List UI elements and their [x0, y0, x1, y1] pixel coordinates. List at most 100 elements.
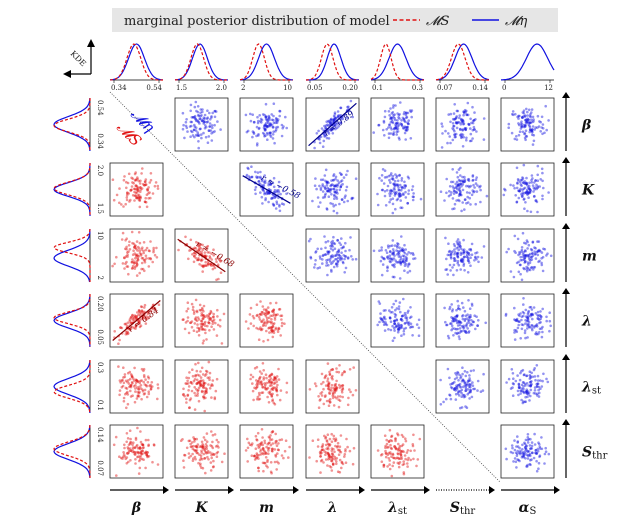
scatter-point: [209, 118, 212, 121]
scatter-point: [250, 175, 254, 179]
panel-frame: [435, 97, 490, 152]
scatter-point: [120, 379, 124, 383]
scatter-point: [384, 204, 388, 207]
scatter-point: [391, 310, 394, 314]
scatter-point: [196, 316, 200, 319]
scatter-point: [457, 379, 460, 382]
scatter-point: [260, 383, 264, 387]
scatter-point: [467, 318, 471, 321]
scatter-point: [539, 317, 542, 321]
scatter-point: [523, 331, 527, 335]
scatter-point: [528, 126, 532, 129]
panel-frame: [305, 228, 360, 283]
left-tick-label-max: 0.3: [96, 362, 104, 373]
scatter-point: [333, 197, 336, 200]
scatter-point: [186, 301, 190, 305]
scatter-point: [444, 268, 448, 272]
scatter-point: [540, 263, 544, 267]
scatter-point: [142, 251, 145, 255]
scatter-point: [123, 256, 126, 259]
scatter-point: [115, 193, 119, 197]
scatter-point: [453, 252, 456, 256]
scatter-point: [140, 310, 143, 313]
scatter-point: [139, 451, 142, 454]
scatter-point: [396, 246, 399, 249]
scatter-point: [257, 466, 260, 470]
scatter-point: [197, 388, 200, 392]
scatter-point: [389, 181, 392, 184]
scatter-point: [526, 457, 530, 460]
scatter-point: [269, 131, 273, 134]
scatter-point: [520, 184, 523, 187]
scatter-point: [271, 181, 275, 185]
scatter-point: [307, 239, 311, 243]
scatter-point: [197, 334, 201, 337]
scatter-point: [469, 385, 472, 389]
scatter-point: [125, 432, 129, 435]
scatter-point: [184, 382, 187, 385]
scatter-point: [264, 198, 267, 202]
scatter-point: [192, 312, 196, 315]
scatter-point: [144, 183, 148, 186]
scatter-point: [536, 310, 540, 314]
scatter-point: [270, 123, 274, 127]
scatter-point: [269, 438, 272, 442]
scatter-point: [346, 256, 350, 259]
scatter-point: [453, 387, 457, 390]
scatter-point: [525, 121, 528, 125]
scatter-point: [541, 325, 544, 329]
scatter-point: [518, 378, 522, 382]
scatter-point: [140, 317, 143, 321]
scatter-point: [406, 111, 410, 115]
scatter-point: [126, 390, 129, 394]
scatter-point: [141, 167, 144, 170]
scatter-point: [519, 122, 523, 125]
scatter-point: [200, 319, 204, 323]
scatter-point: [396, 447, 400, 451]
scatter-point: [392, 133, 395, 136]
scatter-point: [467, 321, 471, 324]
scatter-point: [149, 178, 153, 182]
scatter-point: [394, 118, 397, 122]
scatter-point: [135, 260, 138, 263]
scatter-point: [325, 447, 328, 451]
scatter-point: [277, 378, 281, 381]
scatter-point: [451, 317, 455, 320]
scatter-point: [540, 126, 543, 129]
scatter-point: [140, 248, 144, 251]
scatter-point: [475, 190, 479, 193]
scatter-point: [328, 391, 331, 395]
scatter-point: [198, 244, 201, 248]
scatter-point: [408, 316, 412, 320]
scatter-point: [324, 394, 327, 397]
scatter-point: [469, 127, 472, 130]
scatter-point: [528, 261, 532, 265]
scatter-point: [134, 451, 138, 454]
scatter-point: [262, 378, 266, 381]
scatter-point: [543, 131, 546, 135]
scatter-point: [464, 128, 467, 132]
scatter-point: [325, 189, 329, 193]
scatter-point: [258, 114, 262, 117]
scatter-point: [396, 330, 400, 334]
scatter-point: [210, 325, 213, 329]
scatter-point: [275, 190, 279, 194]
scatter-point: [331, 127, 335, 131]
scatter-point: [386, 265, 389, 269]
scatter-point: [407, 189, 411, 192]
scatter-point: [392, 187, 396, 190]
scatter-point: [536, 126, 539, 129]
scatter-point: [467, 251, 470, 255]
scatter-point: [336, 256, 340, 260]
scatter-point: [202, 448, 205, 451]
scatter-point: [462, 262, 466, 266]
scatter-point: [339, 184, 343, 187]
scatter-point: [394, 173, 397, 176]
scatter-point: [446, 141, 449, 145]
scatter-point: [128, 377, 132, 381]
scatter-point: [519, 449, 522, 453]
scatter-point: [398, 183, 402, 187]
scatter-point: [406, 271, 410, 274]
scatter-point: [512, 382, 515, 386]
scatter-point: [204, 396, 207, 400]
